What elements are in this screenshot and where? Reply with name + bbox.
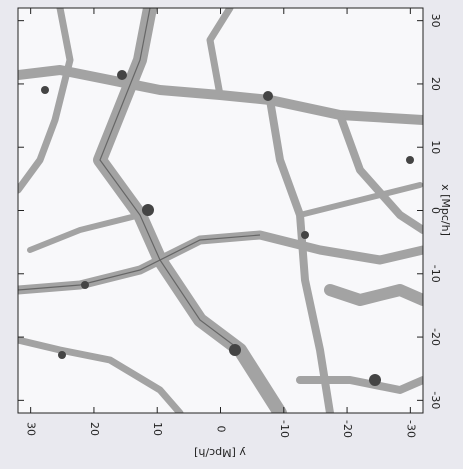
x-tick-label: -20 <box>429 328 442 346</box>
x-tick-label: -10 <box>429 265 442 283</box>
y-tick-label: 30 <box>25 422 38 436</box>
y-axis-label: y [Mpc/h] <box>194 446 246 459</box>
x-tick-label: 0 <box>429 207 442 214</box>
y-tick-label: 20 <box>88 422 101 436</box>
x-tick-label: -30 <box>429 391 442 409</box>
x-tick-label: 10 <box>429 140 442 154</box>
y-tick-label: 10 <box>151 422 164 436</box>
x-tick-label: 30 <box>429 14 442 28</box>
density-field <box>18 8 423 413</box>
y-tick-label: -10 <box>278 420 291 438</box>
x-axis-label: x [Mpc/h] <box>439 184 452 236</box>
x-tick-label: 20 <box>429 77 442 91</box>
y-tick-label: -20 <box>341 420 354 438</box>
y-tick-label: 0 <box>215 426 228 433</box>
y-tick-label: -30 <box>404 420 417 438</box>
